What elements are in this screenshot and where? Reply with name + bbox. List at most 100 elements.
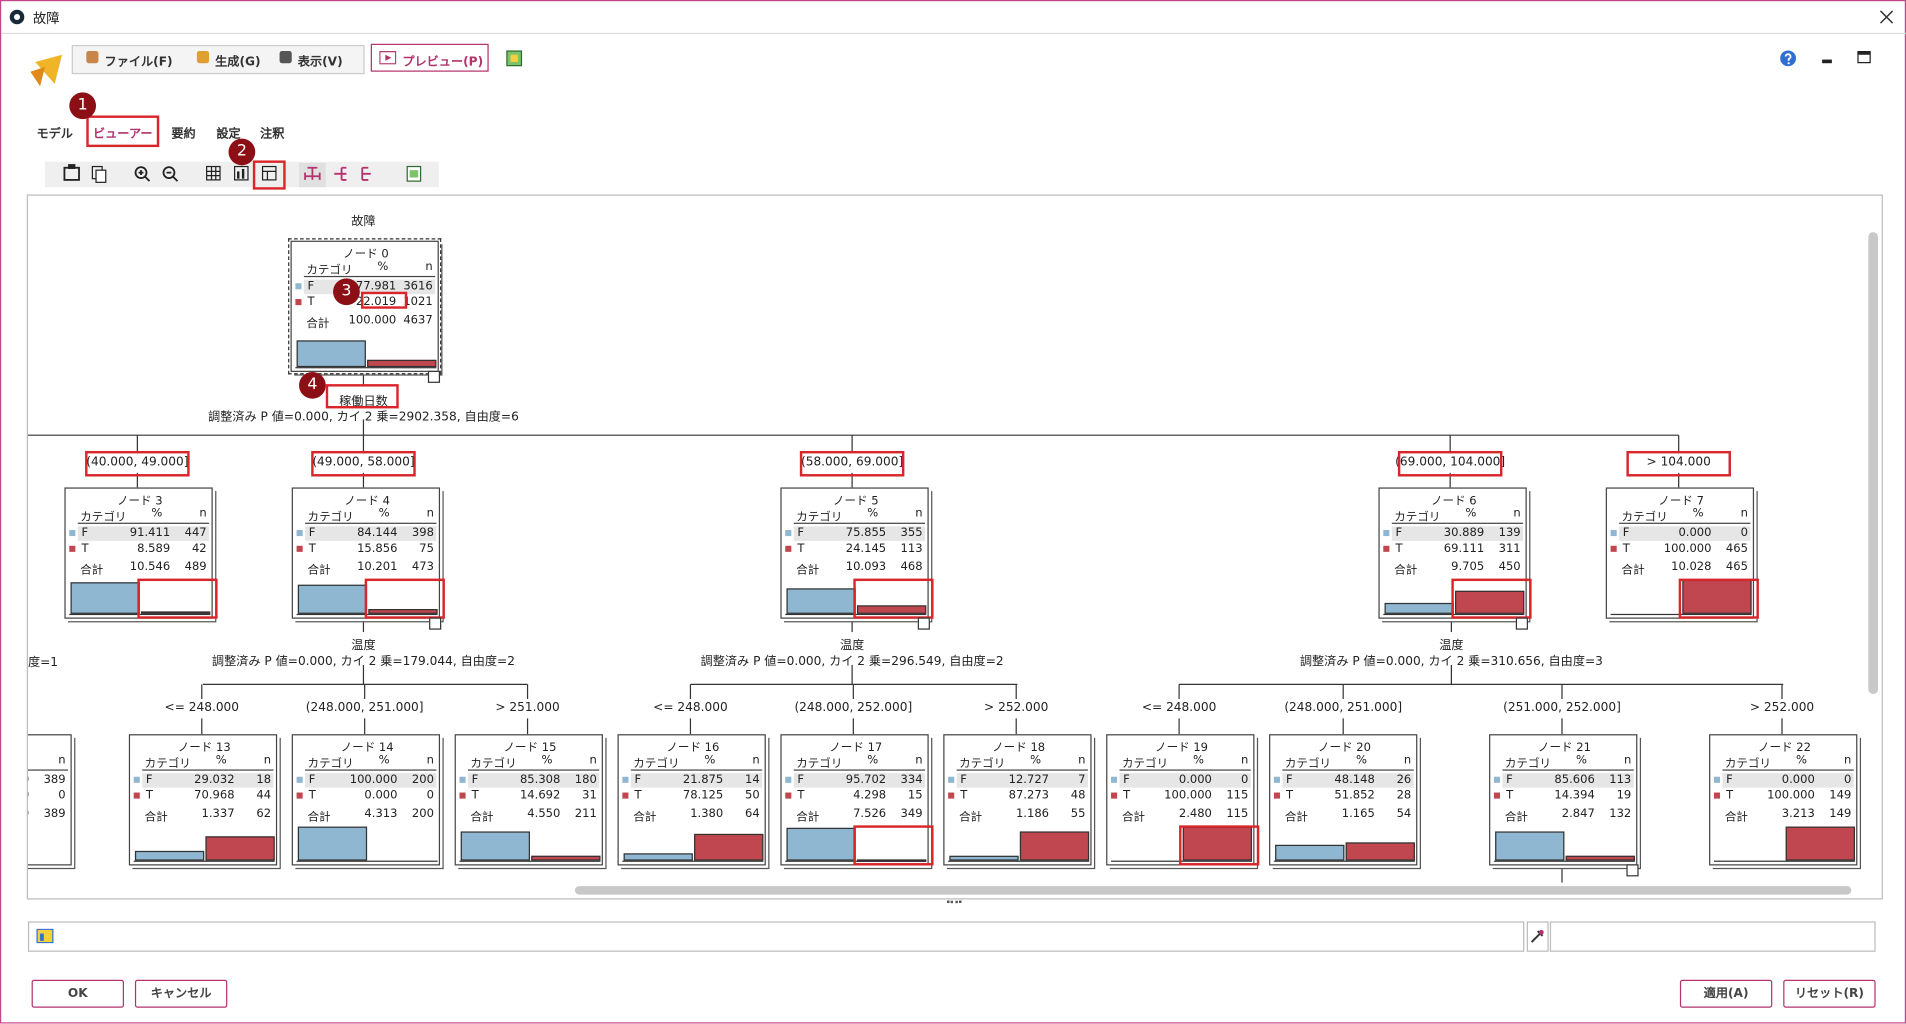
help-icon[interactable] [1780, 50, 1797, 67]
highlight [1678, 578, 1759, 619]
node-bar [1565, 855, 1635, 861]
percent: 29.032 [194, 773, 235, 787]
tree-node[interactable]: ノード 21 カテゴリ% n F 85.606 113 T 14.394 19 合計 2.847 13… [1489, 734, 1638, 866]
percent: 85.606 [1554, 773, 1595, 787]
menu-item[interactable]: 生成(G) [215, 55, 261, 70]
bar-baseline [133, 860, 275, 862]
count: 0 [1241, 773, 1249, 787]
total-percent: 2.847 [1561, 807, 1595, 821]
category-swatch [785, 776, 792, 783]
split-stats: 調整済み P 値=0.000, カイ 2 乗=2902.358, 自由度=6 [208, 410, 519, 425]
branch-label: > 251.000 [491, 701, 564, 715]
header-rule [305, 522, 437, 524]
minimize-button[interactable] [1822, 59, 1832, 64]
tree-node[interactable]: ノード 14 カテゴリ% n F 100.000 200 T 0.000 0 合計 4.313 200 [291, 734, 441, 866]
export-icon[interactable] [506, 50, 523, 67]
count: 18 [256, 773, 272, 787]
category-swatch [296, 792, 303, 799]
step-badge: 2 [228, 138, 256, 166]
percent: 95.702 [845, 773, 887, 787]
cancel-button[interactable]: キャンセル [134, 979, 228, 1008]
branch-label: (251.000, 252.000] [1499, 701, 1625, 715]
total-percent: 1.165 [1341, 807, 1375, 821]
tree-node[interactable]: ノード 6 カテゴリ% n F 30.889 139 T 69.111 311 合計 9.705 45… [1378, 487, 1527, 619]
row-shade [77, 526, 210, 541]
highlight [1451, 578, 1532, 619]
row-shade [956, 773, 1088, 788]
tree-node[interactable]: ノード 20 カテゴリ% n F 48.148 26 T 51.852 28 合計 1.165 54 [1269, 734, 1418, 866]
tree-node[interactable]: ノード 0 カテゴリ% n F 77.981 3616 T 22.019 1021 合計 100.0… [290, 240, 439, 372]
tab[interactable]: 設定 [216, 127, 241, 142]
count: 50 [745, 788, 760, 803]
horizontal-scrollbar[interactable] [574, 886, 1852, 895]
header-rule [303, 275, 436, 278]
menu-item[interactable]: ファイル(F) [104, 55, 173, 70]
category-swatch [948, 792, 955, 799]
header-rule [467, 769, 600, 771]
preview-label[interactable]: プレビュー(P) [402, 55, 484, 70]
close-button[interactable] [1878, 9, 1895, 26]
tree-node[interactable]: ノード 13 カテゴリ% n F 29.032 18 T 70.968 44 合計 1.337 62 [128, 734, 278, 866]
percent: 22.019 [355, 295, 397, 309]
percent: 100.000 [1164, 788, 1212, 803]
node-bar [1455, 590, 1525, 614]
tree-node[interactable]: ノード 15 カテゴリ% n F 85.308 180 T 14.692 31 合計 4.550 21… [454, 734, 603, 866]
tree-node[interactable]: n0389009389 [27, 734, 72, 866]
tree-node[interactable]: ノード 7 カテゴリ% n F 0.000 0 T 100.000 465 合計 10.028 465 [1605, 487, 1755, 619]
category: T [634, 788, 642, 803]
preview-button[interactable] [370, 43, 489, 72]
vertical-scrollbar[interactable] [1868, 232, 1879, 695]
maximize-button[interactable] [1857, 51, 1871, 64]
category-swatch [1493, 776, 1501, 783]
column-header: n [1843, 753, 1852, 768]
menu-icon [196, 51, 210, 64]
collapse-toggle[interactable] [1515, 617, 1528, 630]
apply-button[interactable]: 適用(A) [1679, 979, 1773, 1008]
collapse-toggle[interactable] [429, 617, 442, 630]
percent: 48.148 [1334, 773, 1375, 787]
collapse-toggle[interactable] [1626, 864, 1639, 877]
highlight [311, 450, 416, 477]
total-count: 149 [1829, 807, 1852, 821]
category: F [471, 773, 479, 787]
column-header: % [867, 506, 879, 521]
node-bar [949, 856, 1019, 861]
highlight [799, 450, 905, 477]
collapse-toggle[interactable] [917, 617, 930, 630]
node-bar [856, 605, 927, 614]
column-header: % [867, 753, 879, 768]
category-swatch [133, 792, 140, 799]
collapse-toggle[interactable] [427, 370, 441, 383]
tree-viewer: 故障 ノード 0 カテゴリ% n F 77.981 3616 T 22.019 1021 合計 100… [27, 196, 1882, 899]
category: F [960, 773, 967, 787]
header-rule [1391, 522, 1524, 524]
menu-icon [86, 51, 99, 64]
ok-button[interactable]: OK [31, 979, 124, 1008]
picker-button[interactable] [1526, 921, 1549, 952]
tree-node[interactable]: ノード 18 カテゴリ% n F 12.727 7 T 87.273 48 合計 1.186 55 [943, 734, 1092, 866]
node-label: ノード 20 [1317, 741, 1371, 755]
percent: 0 [28, 789, 29, 802]
tab[interactable]: モデル [36, 127, 73, 142]
tab[interactable]: 注釈 [260, 127, 285, 142]
expression-field[interactable] [27, 921, 1525, 952]
secondary-field[interactable] [1549, 921, 1876, 952]
percent: 14.394 [1554, 788, 1595, 803]
splitter[interactable] [946, 900, 962, 906]
tab[interactable]: 要約 [171, 127, 196, 142]
tree-node[interactable]: ノード 22 カテゴリ% n F 0.000 0 T 100.000 149 合計 3.213 149 [1709, 734, 1858, 866]
menu-item[interactable]: 表示(V) [297, 55, 343, 70]
node-bar [460, 831, 530, 861]
category-swatch [133, 776, 140, 783]
node-bar [134, 850, 205, 861]
reset-button[interactable]: リセット(R) [1783, 979, 1876, 1008]
row-shade [142, 773, 274, 788]
percent: 77.981 [355, 279, 397, 293]
tab[interactable]: ビューアー [92, 127, 153, 142]
tree-node[interactable]: ノード 16 カテゴリ% n F 21.875 14 T 78.125 50 合計 1.380 64 [617, 734, 766, 866]
node-label: ノード 14 [340, 741, 394, 755]
row-shade [305, 526, 437, 541]
column-header: n [589, 753, 597, 768]
